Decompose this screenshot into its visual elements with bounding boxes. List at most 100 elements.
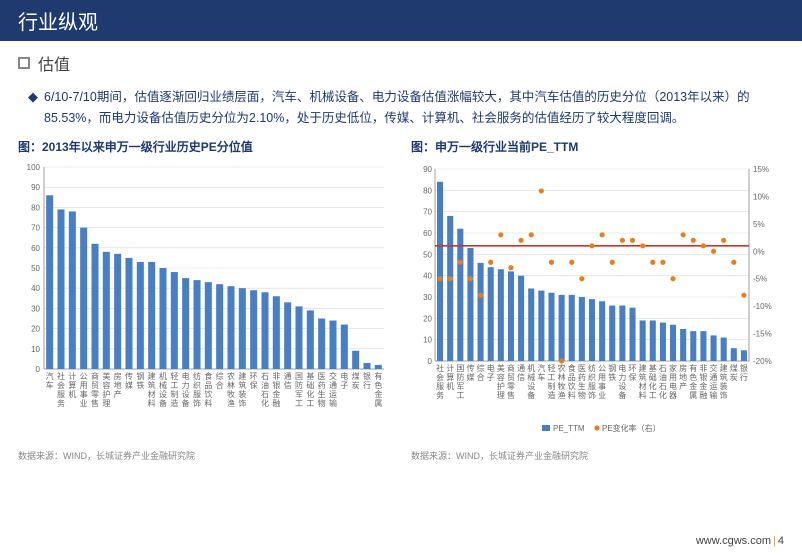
svg-text:煤炭: 煤炭 xyxy=(352,371,360,390)
svg-text:50: 50 xyxy=(423,251,432,260)
svg-text:煤炭: 煤炭 xyxy=(730,363,738,382)
svg-text:50: 50 xyxy=(31,264,40,273)
svg-text:100: 100 xyxy=(27,163,41,172)
section-title-row: 估值 xyxy=(0,41,802,79)
svg-text:综合: 综合 xyxy=(477,363,485,382)
svg-text:传媒: 传媒 xyxy=(466,363,474,382)
svg-text:公用事业: 公用事业 xyxy=(598,364,606,400)
chart2-col: 图：申万一级行业当前PE_TTM 0102030405060708090-20%… xyxy=(411,138,784,462)
chart2-box: 0102030405060708090-20%-15%-10%-5%0%5%10… xyxy=(411,161,784,441)
svg-text:40: 40 xyxy=(31,284,40,293)
footer: www.cgws.com|4 xyxy=(696,535,784,547)
svg-text:农林牧渔: 农林牧渔 xyxy=(558,363,566,400)
svg-text:10%: 10% xyxy=(753,193,769,202)
svg-text:0%: 0% xyxy=(753,248,765,257)
chart1-col: 图：2013年以来申万一级行业历史PE分位值 01020304050607080… xyxy=(18,138,391,462)
svg-text:10: 10 xyxy=(31,345,40,354)
svg-text:90: 90 xyxy=(423,165,432,174)
svg-text:电力设备: 电力设备 xyxy=(618,363,626,400)
svg-text:医药生物: 医药生物 xyxy=(578,364,586,400)
svg-text:公用事业: 公用事业 xyxy=(80,372,88,408)
chart2-title: 图：申万一级行业当前PE_TTM xyxy=(411,138,784,155)
svg-text:医药生物: 医药生物 xyxy=(318,372,326,408)
svg-text:基础化工: 基础化工 xyxy=(649,363,657,400)
svg-text:80: 80 xyxy=(423,187,432,196)
svg-text:0: 0 xyxy=(428,357,433,366)
svg-text:非银金融: 非银金融 xyxy=(699,363,707,400)
svg-text:20: 20 xyxy=(31,325,40,334)
section-title-text: 估值 xyxy=(38,51,70,75)
svg-text:机械设备: 机械设备 xyxy=(159,371,167,408)
svg-text:通信: 通信 xyxy=(517,363,525,382)
svg-text:电子: 电子 xyxy=(487,363,495,382)
svg-text:有色金属: 有色金属 xyxy=(689,363,697,400)
svg-text:银行: 银行 xyxy=(363,371,371,390)
svg-text:计算机: 计算机 xyxy=(446,363,454,391)
svg-text:食品饮料: 食品饮料 xyxy=(204,371,212,408)
bullet-block: ◆ 6/10-7/10期间，估值逐渐回归业绩层面，汽车、机械设备、电力设备估值涨… xyxy=(0,79,802,138)
svg-text:社会服务: 社会服务 xyxy=(436,363,444,400)
svg-text:石油石化: 石油石化 xyxy=(659,364,667,400)
svg-text:商贸零售: 商贸零售 xyxy=(507,363,515,400)
svg-text:70: 70 xyxy=(423,208,432,217)
svg-text:40: 40 xyxy=(423,272,432,281)
svg-text:商贸零售: 商贸零售 xyxy=(91,371,99,408)
svg-text:建筑装饰: 建筑装饰 xyxy=(238,371,246,408)
chart2-source: 数据来源：WIND，长城证券产业金融研究院 xyxy=(411,449,784,462)
svg-text:60: 60 xyxy=(423,229,432,238)
svg-text:国防军工: 国防军工 xyxy=(295,372,303,408)
svg-text:交通运输: 交通运输 xyxy=(710,363,718,400)
svg-text:食品饮料: 食品饮料 xyxy=(568,363,576,400)
chart1-box: 0102030405060708090100汽车社会服务计算机公用事业商贸零售美… xyxy=(18,161,391,441)
svg-text:基础化工: 基础化工 xyxy=(306,371,314,408)
box-icon xyxy=(18,57,30,69)
svg-text:PE_TTM: PE_TTM xyxy=(553,424,585,433)
svg-text:房地产: 房地产 xyxy=(114,371,122,399)
diamond-icon: ◆ xyxy=(28,87,38,128)
svg-text:0: 0 xyxy=(36,365,41,374)
svg-text:70: 70 xyxy=(31,224,40,233)
footer-page: 4 xyxy=(778,535,784,547)
svg-text:美容护理: 美容护理 xyxy=(497,363,505,400)
svg-text:-5%: -5% xyxy=(753,275,767,284)
svg-text:钢铁: 钢铁 xyxy=(608,363,616,382)
svg-text:电子: 电子 xyxy=(340,371,348,390)
svg-text:社会服务: 社会服务 xyxy=(57,371,65,408)
svg-text:-15%: -15% xyxy=(753,330,772,339)
svg-text:30: 30 xyxy=(423,293,432,302)
svg-text:环保: 环保 xyxy=(250,372,258,390)
chart1-svg: 0102030405060708090100汽车社会服务计算机公用事业商贸零售美… xyxy=(18,161,388,441)
svg-text:通信: 通信 xyxy=(284,371,292,390)
svg-text:15%: 15% xyxy=(753,165,769,174)
svg-text:建筑装饰: 建筑装饰 xyxy=(720,363,728,400)
svg-text:轻工制造: 轻工制造 xyxy=(170,371,178,408)
svg-text:纺织服饰: 纺织服饰 xyxy=(588,363,596,400)
svg-text:电力设备: 电力设备 xyxy=(182,371,190,408)
svg-text:交通运输: 交通运输 xyxy=(329,371,337,408)
svg-text:有色金属: 有色金属 xyxy=(374,371,382,408)
svg-text:计算机: 计算机 xyxy=(68,371,76,399)
svg-text:银行: 银行 xyxy=(740,363,748,382)
svg-text:美容护理: 美容护理 xyxy=(102,371,110,408)
svg-text:环保: 环保 xyxy=(629,364,637,382)
svg-text:家用电器: 家用电器 xyxy=(669,363,677,400)
footer-url: www.cgws.com xyxy=(696,535,771,547)
svg-text:农林牧渔: 农林牧渔 xyxy=(227,371,235,408)
svg-text:建筑材料: 建筑材料 xyxy=(639,363,647,400)
page-header: 行业纵观 xyxy=(0,0,802,41)
svg-text:60: 60 xyxy=(31,244,40,253)
svg-text:PE变化率（右）: PE变化率（右） xyxy=(602,423,661,433)
svg-text:-10%: -10% xyxy=(753,302,772,311)
bullet-text: 6/10-7/10期间，估值逐渐回归业绩层面，汽车、机械设备、电力设备估值涨幅较… xyxy=(44,87,774,128)
chart1-source: 数据来源：WIND，长城证券产业金融研究院 xyxy=(18,449,391,462)
svg-text:10: 10 xyxy=(423,336,432,345)
svg-text:综合: 综合 xyxy=(216,371,224,390)
svg-text:非银金融: 非银金融 xyxy=(272,371,280,408)
svg-text:90: 90 xyxy=(31,183,40,192)
svg-text:房地产: 房地产 xyxy=(679,363,687,391)
svg-text:轻工制造: 轻工制造 xyxy=(547,363,555,400)
svg-text:5%: 5% xyxy=(753,220,765,229)
footer-slash: | xyxy=(773,535,776,547)
svg-text:纺织服饰: 纺织服饰 xyxy=(193,371,201,408)
svg-text:国防军工: 国防军工 xyxy=(456,364,464,400)
